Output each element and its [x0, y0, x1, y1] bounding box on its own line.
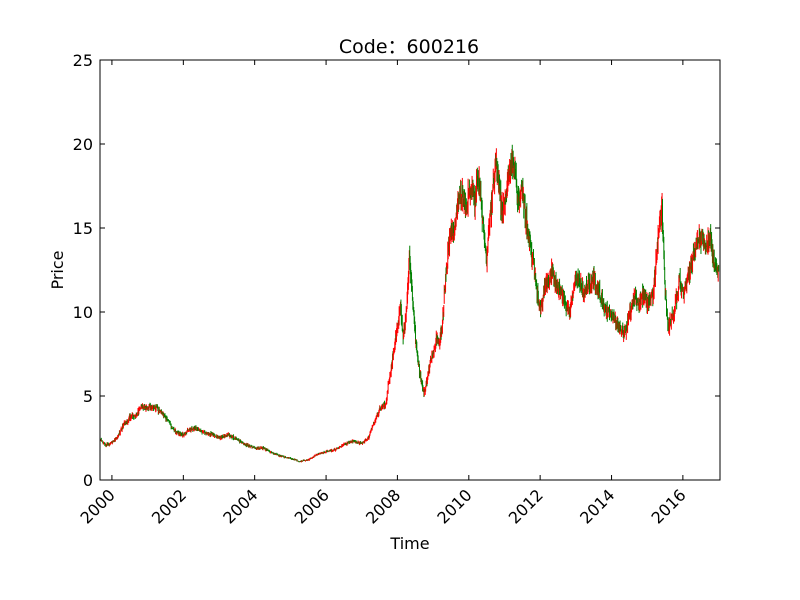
x-axis-label: Time [389, 534, 429, 553]
chart-title: Code：600216 [339, 36, 479, 58]
y-tick-label: 15 [73, 219, 93, 238]
y-axis: 0 5 10 15 20 25 [73, 51, 720, 490]
y-tick-label: 20 [73, 135, 93, 154]
y-tick-label: 0 [83, 471, 93, 490]
plot-area [99, 59, 721, 481]
y-tick-label: 10 [73, 303, 93, 322]
y-tick-label: 5 [83, 387, 93, 406]
y-axis-label: Price [48, 250, 67, 289]
y-tick-label: 25 [73, 51, 93, 70]
price-series [99, 144, 720, 463]
plot-frame [99, 59, 721, 481]
